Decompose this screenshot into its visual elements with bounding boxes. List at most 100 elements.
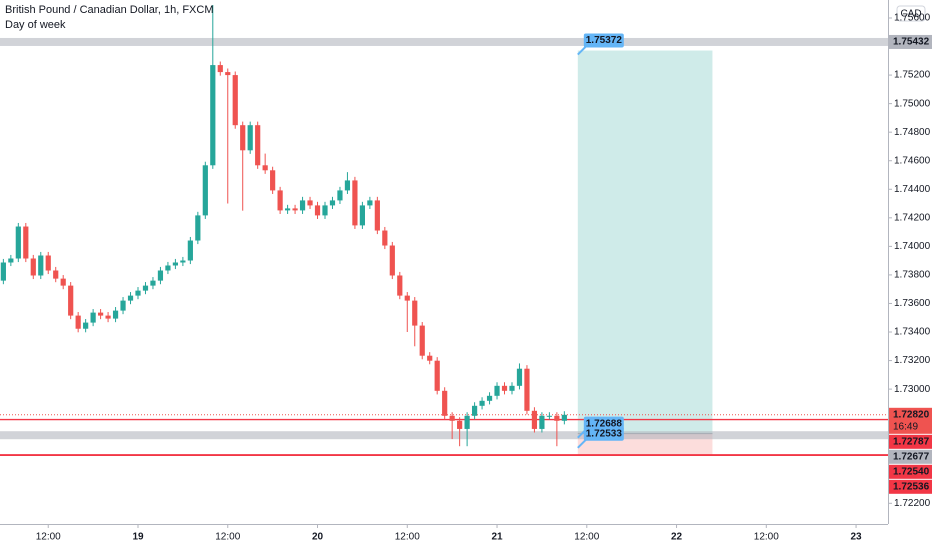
x-tick-label: 12:00 (574, 532, 599, 543)
y-tick-label: 1.74800 (894, 127, 931, 138)
candle-body (83, 322, 89, 329)
candle-body (561, 414, 567, 421)
candle-body (374, 200, 380, 231)
price-badge (889, 434, 932, 449)
candle-body (322, 205, 328, 216)
candle-body (539, 415, 545, 429)
candle-body (329, 200, 336, 206)
price-badge-label: 1.72540 (893, 466, 930, 477)
x-tick-label: 21 (491, 532, 503, 543)
candle-body (232, 75, 238, 126)
y-tick-label: 1.72200 (894, 498, 931, 509)
candle-body (53, 270, 59, 279)
x-tick-label: 12:00 (395, 532, 420, 543)
candle-body (367, 200, 373, 206)
currency-box[interactable] (896, 5, 926, 22)
price-badge-label: 1.72677 (893, 451, 930, 462)
candle-body (307, 200, 313, 206)
candle-body (284, 208, 291, 211)
currency[interactable]: CAD (900, 9, 921, 20)
y-tick-label: 1.74200 (894, 212, 931, 223)
candle-body (314, 205, 321, 216)
chart-subtitle: Day of week (5, 19, 66, 31)
position-label: 1.72533 (586, 428, 623, 439)
candle-body (142, 285, 149, 291)
candle-body (165, 265, 171, 271)
price-badge (889, 449, 932, 464)
position-label: 1.75372 (586, 35, 623, 46)
candle-body (255, 125, 261, 166)
candle-body (68, 285, 74, 316)
candle-body (90, 312, 96, 323)
plot-area (0, 4, 888, 457)
candle-body (412, 300, 418, 326)
candle-body (344, 180, 351, 191)
x-tick-label: 23 (850, 532, 862, 543)
candle-body (509, 385, 515, 391)
candle-body (397, 275, 403, 296)
x-tick-label: 12:00 (754, 532, 779, 543)
profit-zone (577, 50, 713, 434)
position-pointer (577, 439, 587, 449)
candle-body (516, 368, 523, 386)
candle-body (157, 270, 164, 281)
candle-body (442, 390, 448, 416)
y-tick-label: 1.75600 (894, 13, 931, 24)
y-tick-label: 1.73800 (894, 270, 931, 281)
x-tick-label: 22 (671, 532, 683, 543)
candle-body (486, 395, 493, 401)
x-tick-label: 12:00 (36, 532, 61, 543)
candle-body (419, 325, 425, 356)
candle-body (277, 190, 283, 211)
candle-body (38, 255, 44, 276)
y-tick-label: 1.73200 (894, 355, 931, 366)
y-tick-label: 1.74400 (894, 184, 931, 195)
y-tick-label: 1.74600 (894, 155, 931, 166)
price-badge-label: 1.72820 (893, 409, 930, 420)
candle-body (292, 208, 298, 211)
candle-body (404, 295, 410, 301)
candle-body (225, 72, 231, 76)
price-badge-label: 1.75432 (893, 37, 930, 48)
candle-body (359, 205, 365, 226)
candle-body (8, 258, 14, 263)
y-tick-label: 1.75000 (894, 98, 931, 109)
candle-body (262, 165, 268, 171)
candle-body (127, 295, 134, 301)
candle-body (247, 125, 253, 151)
price-badge (889, 34, 932, 49)
price-badge (889, 407, 932, 434)
y-tick-label: 1.73400 (894, 327, 931, 338)
y-tick-label: 1.74000 (894, 241, 931, 252)
candle-body (217, 65, 223, 73)
position-label-box (583, 426, 624, 441)
candle-body (187, 240, 193, 261)
candle-body (501, 385, 508, 391)
chart-title: British Pound / Canadian Dollar, 1h, FXC… (5, 4, 214, 16)
candle-body (202, 165, 208, 216)
candle-body (112, 310, 119, 319)
price-badge (889, 479, 932, 494)
candle-body (494, 385, 500, 396)
candle-body (120, 300, 126, 311)
y-tick-label: 1.73600 (894, 298, 931, 309)
candle-body (0, 262, 6, 281)
candle-body (180, 260, 186, 263)
x-tick-label: 20 (312, 532, 324, 543)
x-tick-label: 12:00 (215, 532, 240, 543)
candle-body (270, 170, 276, 191)
candle-body (195, 215, 201, 241)
candle-body (23, 226, 29, 259)
candle-body (45, 255, 51, 271)
candle-body (471, 405, 478, 416)
candle-body (464, 415, 470, 429)
countdown: 16:49 (893, 421, 918, 432)
candle-body (457, 420, 463, 429)
candle-body (434, 360, 440, 391)
candle-body (427, 355, 433, 361)
position-label: 1.72688 (586, 418, 623, 429)
candle-body (105, 315, 111, 319)
candle-body (337, 190, 343, 201)
y-tick-label: 1.73000 (894, 384, 931, 395)
